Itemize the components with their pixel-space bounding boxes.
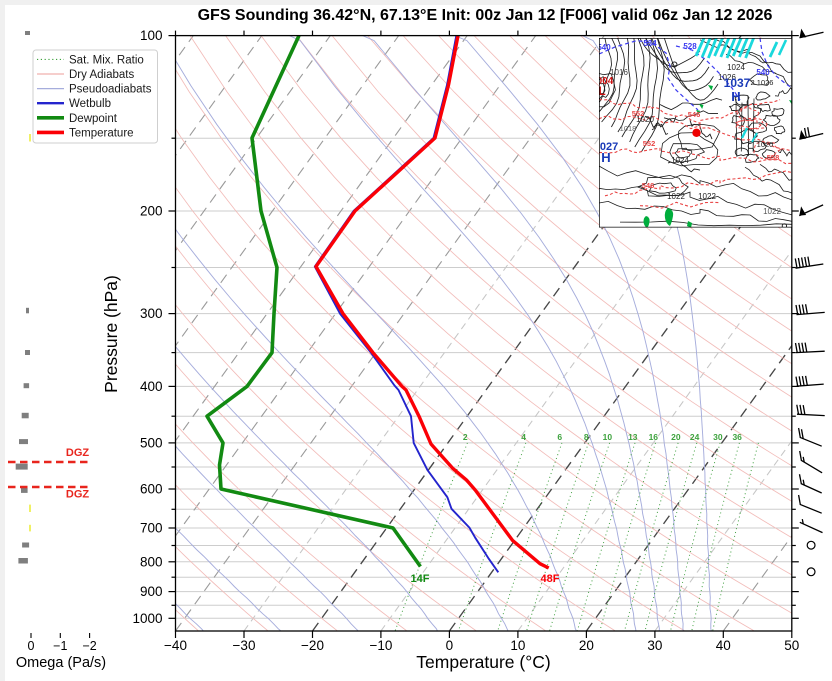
svg-text:540: 540 [756,68,770,77]
svg-text:40: 40 [716,638,731,653]
svg-text:24: 24 [690,432,700,442]
svg-text:0: 0 [28,639,35,653]
svg-text:300: 300 [140,306,163,321]
svg-text:−1: −1 [53,639,67,653]
svg-text:540: 540 [597,43,611,52]
svg-text:20: 20 [579,638,594,653]
svg-text:Dewpoint: Dewpoint [69,113,118,125]
svg-text:600: 600 [140,482,163,497]
svg-text:558: 558 [767,153,780,162]
svg-text:900: 900 [140,584,163,599]
svg-text:Sat. Mix. Ratio: Sat. Mix. Ratio [69,54,144,66]
svg-text:2: 2 [463,432,468,442]
svg-text:30: 30 [647,638,662,653]
svg-text:1026: 1026 [718,73,736,82]
svg-text:Temperature: Temperature [69,127,134,139]
svg-text:DGZ: DGZ [66,489,90,501]
svg-text:1018: 1018 [620,124,637,133]
svg-text:1022: 1022 [667,192,685,201]
svg-text:100: 100 [140,28,163,43]
svg-text:Omega (Pa/s): Omega (Pa/s) [16,655,106,671]
svg-text:700: 700 [140,521,163,536]
svg-text:1020: 1020 [757,140,774,149]
svg-text:−20: −20 [301,638,324,653]
svg-text:6: 6 [557,432,562,442]
svg-text:20: 20 [671,432,681,442]
svg-text:14F: 14F [411,573,430,585]
svg-text:552: 552 [643,139,656,148]
svg-text:1000: 1000 [132,611,162,626]
svg-text:8: 8 [584,432,589,442]
svg-text:50: 50 [784,638,799,653]
svg-text:200: 200 [140,204,163,219]
svg-text:1024: 1024 [671,156,689,165]
svg-text:4: 4 [521,432,526,442]
svg-text:36: 36 [732,432,742,442]
svg-text:H: H [601,150,610,165]
svg-text:Temperature (°C): Temperature (°C) [416,652,550,672]
svg-text:1022: 1022 [698,192,716,201]
svg-text:1016: 1016 [610,68,628,77]
svg-text:−40: −40 [164,638,187,653]
svg-text:500: 500 [140,435,163,450]
svg-text:13: 13 [628,432,638,442]
svg-text:1020: 1020 [636,115,654,124]
svg-text:GFS Sounding 36.42°N, 67.13°E: GFS Sounding 36.42°N, 67.13°E Init: 00z … [198,7,773,24]
svg-text:DGZ: DGZ [66,447,90,459]
svg-text:0: 0 [446,638,454,653]
svg-text:30: 30 [713,432,723,442]
svg-text:L: L [598,84,605,98]
svg-text:H: H [731,89,740,104]
svg-text:−30: −30 [233,638,256,653]
svg-text:Pressure (hPa): Pressure (hPa) [101,275,121,393]
svg-text:16: 16 [649,432,659,442]
svg-text:528: 528 [683,42,697,51]
svg-text:10: 10 [603,432,613,442]
svg-text:2 1026: 2 1026 [751,78,774,87]
svg-text:10: 10 [510,638,525,653]
svg-text:534: 534 [643,39,657,48]
svg-text:546: 546 [688,110,701,119]
svg-text:−10: −10 [369,638,392,653]
svg-text:−2: −2 [82,639,96,653]
svg-text:1037: 1037 [724,76,751,90]
svg-text:1022: 1022 [763,207,781,216]
svg-text:Dry Adiabats: Dry Adiabats [69,69,134,81]
svg-text:800: 800 [140,554,163,569]
svg-text:1027: 1027 [594,141,618,153]
svg-text:552: 552 [632,109,645,118]
svg-text:400: 400 [140,379,163,394]
svg-text:48F: 48F [541,573,560,585]
svg-text:Wetbulb: Wetbulb [69,98,111,110]
svg-text:Pseudoadiabats: Pseudoadiabats [69,84,152,96]
svg-text:1024: 1024 [727,63,745,72]
svg-text:004: 004 [597,76,614,87]
svg-text:546: 546 [642,181,655,190]
